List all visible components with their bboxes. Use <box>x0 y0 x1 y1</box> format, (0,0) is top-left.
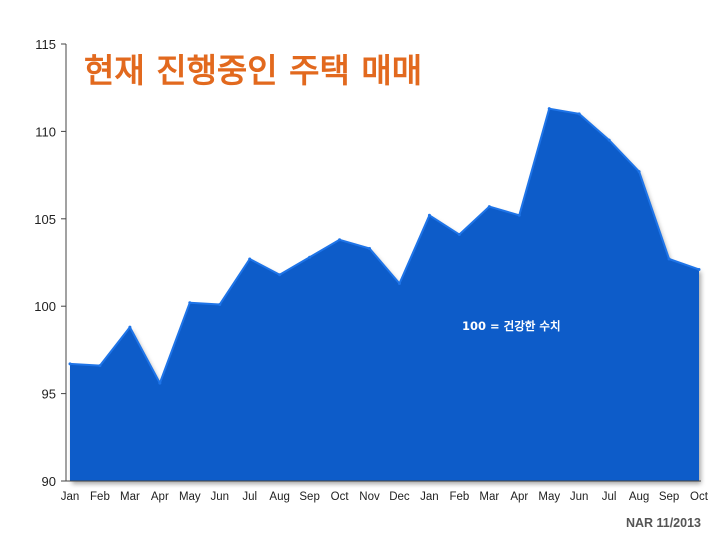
data-point <box>308 255 312 259</box>
y-tick-labels: 90 95 100 105 110 115 <box>34 37 56 489</box>
data-point <box>128 325 132 329</box>
x-tick-label: Sep <box>299 491 319 503</box>
data-point <box>697 267 701 271</box>
reference-line-label: 100 = 건강한 수치 <box>462 319 561 333</box>
data-point <box>457 233 461 237</box>
x-tick-label: Dec <box>389 491 410 503</box>
x-tick-label: Jul <box>602 491 617 503</box>
x-tick-label: Jun <box>570 491 589 503</box>
area-layer <box>68 107 701 482</box>
data-point <box>397 281 401 285</box>
data-point <box>577 112 581 116</box>
x-tick-label: May <box>179 491 201 503</box>
x-tick-label: Mar <box>479 491 499 503</box>
x-tick-label: Mar <box>120 491 140 503</box>
y-tick-label: 115 <box>35 37 56 52</box>
x-tick-label: Feb <box>90 491 110 503</box>
data-point <box>98 364 102 368</box>
data-point <box>278 273 282 277</box>
x-tick-label: May <box>538 491 560 503</box>
x-tick-labels: Jan Feb Mar Apr May Jun Jul Aug Sep Oct Nov Dec Jan F… <box>61 491 709 503</box>
data-point <box>68 362 72 366</box>
x-tick-label: Oct <box>331 491 350 503</box>
x-tick-label: Oct <box>690 491 709 503</box>
area-series <box>70 108 699 482</box>
data-point <box>158 381 162 385</box>
data-point <box>547 107 551 111</box>
x-tick-label: Jul <box>242 491 257 503</box>
y-tick-label: 105 <box>34 212 56 227</box>
x-tick-label: Aug <box>629 491 649 503</box>
data-point <box>427 213 431 217</box>
data-point <box>667 257 671 261</box>
data-point <box>248 257 252 261</box>
x-tick-label: Feb <box>449 491 469 503</box>
x-tick-label: Nov <box>359 491 380 503</box>
chart-title: 현재 진행중인 주택 매매 <box>84 51 422 90</box>
y-tick-label: 90 <box>42 474 56 489</box>
data-point <box>607 138 611 142</box>
source-label: NAR 11/2013 <box>626 516 701 530</box>
x-tick-label: Jan <box>420 491 439 503</box>
data-point <box>338 238 342 242</box>
x-tick-label: Jan <box>61 491 80 503</box>
axis-layer <box>61 43 701 482</box>
x-tick-label: Aug <box>269 491 289 503</box>
y-tick-label: 100 <box>34 299 56 314</box>
data-point <box>637 170 641 174</box>
y-tick-label: 95 <box>42 387 56 402</box>
data-point <box>517 213 521 217</box>
x-tick-label: Apr <box>151 491 169 503</box>
y-tick-label: 110 <box>35 124 56 139</box>
data-point <box>368 247 372 251</box>
x-tick-label: Jun <box>210 491 229 503</box>
data-point <box>487 205 491 209</box>
x-tick-label: Sep <box>659 491 679 503</box>
x-tick-label: Apr <box>510 491 528 503</box>
area-edge-line <box>69 107 700 385</box>
